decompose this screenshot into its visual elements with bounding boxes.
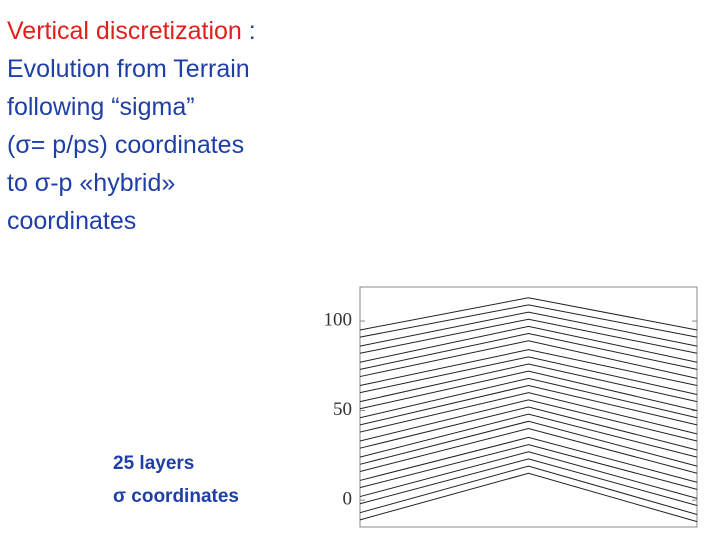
y-tick-label: 0 <box>343 488 353 509</box>
layer-line <box>359 356 698 395</box>
layer-line <box>359 413 698 458</box>
layer-line <box>359 427 698 474</box>
layer-line <box>359 406 698 451</box>
layer-line <box>359 363 698 403</box>
layer-line <box>359 420 698 467</box>
layer-line <box>359 472 698 523</box>
caption: 25 layers <box>113 453 195 474</box>
layer-line <box>359 318 698 354</box>
layer-line <box>359 444 698 490</box>
layer-line <box>359 304 698 338</box>
layer-line <box>359 451 698 499</box>
layer-line <box>359 458 698 506</box>
body-line: to σ-p «hybrid» <box>7 169 176 197</box>
layer-line <box>359 325 698 363</box>
body-line: coordinates <box>7 207 137 235</box>
layer-line <box>359 333 698 370</box>
layer-line <box>359 392 698 435</box>
layer-line <box>359 465 698 515</box>
layer-line <box>359 311 698 347</box>
layer-line <box>359 340 698 379</box>
separator: : <box>248 17 256 45</box>
y-tick-label: 100 <box>324 309 353 330</box>
body-line: (σ= p/ps) coordinates <box>7 131 245 159</box>
heading-line: Vertical discretization : <box>7 12 256 50</box>
layer-line <box>359 297 698 331</box>
layer-line <box>359 384 698 426</box>
body-line: Evolution from Terrain <box>7 55 250 83</box>
layer-line <box>359 370 698 412</box>
plot-frame <box>359 286 698 528</box>
caption: σ coordinates <box>113 486 239 507</box>
layer-line <box>359 436 698 483</box>
layer-line <box>359 399 698 442</box>
y-tick-label: 50 <box>333 399 352 420</box>
layer-line <box>359 377 698 419</box>
layer-line <box>359 349 698 386</box>
heading: Vertical discretization <box>7 17 242 45</box>
body-line: following “sigma” <box>7 93 195 121</box>
